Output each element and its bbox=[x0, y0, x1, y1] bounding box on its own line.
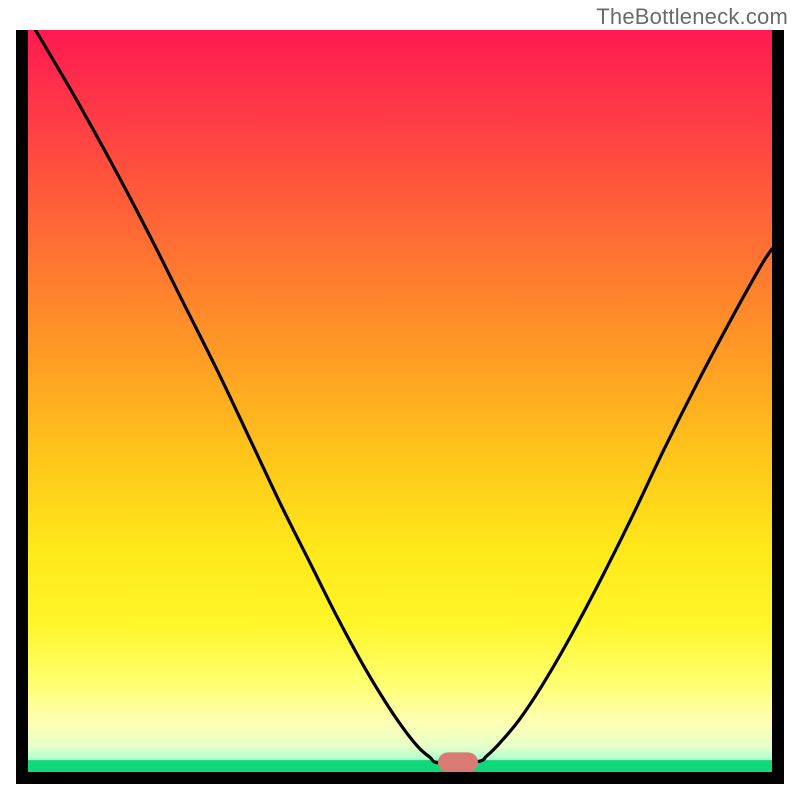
watermark-text: TheBottleneck.com bbox=[596, 4, 788, 30]
minimum-marker bbox=[438, 752, 478, 772]
green-baseline bbox=[28, 760, 772, 772]
plot-inner bbox=[28, 30, 772, 772]
gradient-background bbox=[28, 30, 772, 772]
chart-container: TheBottleneck.com bbox=[0, 0, 800, 800]
plot-frame bbox=[16, 30, 784, 784]
bottleneck-curve-chart bbox=[28, 30, 772, 772]
